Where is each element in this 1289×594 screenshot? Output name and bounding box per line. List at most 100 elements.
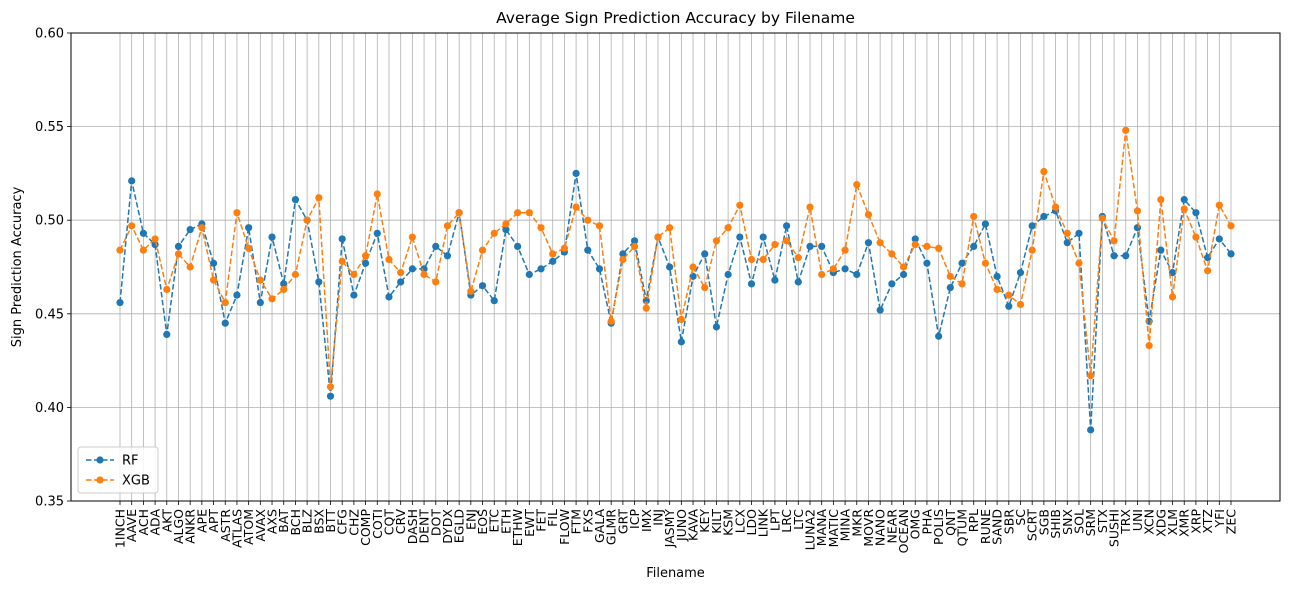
data-point — [630, 242, 639, 251]
x-tick-label: FIL — [545, 509, 560, 527]
x-tick-label: PHA — [919, 509, 934, 535]
data-point — [911, 240, 919, 249]
data-point — [841, 265, 849, 273]
data-point — [1005, 302, 1013, 310]
data-point — [970, 242, 978, 251]
x-tick-label: IMX — [639, 509, 654, 532]
data-point — [1110, 252, 1118, 260]
data-point — [677, 315, 685, 324]
x-tick-label: UNI — [1130, 509, 1145, 531]
data-point — [642, 304, 650, 312]
x-tick-label: AKT — [159, 509, 174, 533]
y-tick-label: 0.45 — [35, 307, 64, 322]
x-tick-label: KEY — [697, 509, 712, 533]
data-point — [1051, 203, 1060, 211]
data-point — [490, 297, 498, 305]
data-point — [338, 257, 346, 265]
data-point — [724, 270, 732, 279]
data-point — [1122, 252, 1130, 260]
x-tick-label: GLMR — [604, 509, 619, 545]
legend-label: XGB — [122, 474, 150, 489]
data-point — [981, 220, 990, 228]
data-point — [1192, 233, 1200, 241]
legend-label: RF — [122, 454, 139, 469]
x-tick-label: MATIC — [826, 509, 841, 548]
data-point — [256, 298, 264, 307]
x-tick-label: XTZ — [1200, 509, 1215, 534]
plot-frame — [70, 32, 1281, 502]
data-point — [128, 177, 136, 185]
data-point — [1110, 237, 1118, 245]
data-point — [1028, 246, 1036, 254]
data-point — [408, 233, 416, 241]
y-tick-label: 0.40 — [35, 401, 64, 416]
data-point — [759, 255, 767, 264]
legend-items: RF XGB — [86, 454, 150, 489]
x-tick-label: ETC — [487, 509, 502, 533]
x-tick-label: ATOM — [241, 509, 256, 545]
data-point — [537, 265, 545, 273]
y-tick-label: 0.55 — [35, 120, 64, 135]
data-point — [303, 216, 311, 224]
data-point — [923, 242, 931, 251]
x-tick-label: APT — [206, 509, 221, 533]
data-point — [630, 237, 639, 245]
data-point — [747, 280, 756, 288]
data-point — [385, 255, 393, 264]
x-tick-label: MKR — [849, 509, 864, 537]
data-point — [993, 272, 1001, 280]
x-tick-label: FET — [534, 509, 549, 532]
x-tick-label: KAVA — [686, 509, 701, 541]
data-point — [1016, 300, 1025, 309]
data-point — [537, 224, 545, 232]
data-point — [350, 291, 358, 299]
data-point — [443, 222, 452, 230]
x-tick-label: ZEC — [1224, 509, 1239, 534]
x-tick-label: ETH — [498, 509, 513, 534]
data-point — [373, 229, 381, 237]
data-point — [747, 255, 756, 264]
x-tick-label: MANA — [814, 509, 829, 547]
data-point — [1133, 207, 1142, 215]
x-tick-label: RUNE — [978, 509, 993, 544]
data-point — [268, 233, 276, 241]
x-tick-label: DYDX — [440, 509, 455, 544]
data-point — [607, 317, 615, 325]
data-point — [1168, 269, 1177, 277]
x-tick-label: XMR — [1177, 509, 1192, 537]
x-tick-label: ACH — [136, 509, 151, 535]
data-point — [853, 181, 861, 189]
x-tick-label: INJ — [650, 509, 665, 526]
data-point — [841, 246, 849, 254]
data-point — [853, 270, 861, 279]
x-tick-label: NEAR — [884, 509, 899, 544]
data-point — [1227, 222, 1235, 230]
data-point — [139, 229, 147, 237]
data-point — [864, 210, 873, 219]
x-tick-label: SGB — [1036, 509, 1051, 535]
x-tick-label: JASMY — [662, 509, 677, 549]
data-point — [315, 194, 323, 202]
data-point — [1028, 222, 1036, 230]
data-point — [432, 278, 440, 286]
data-point — [233, 291, 241, 299]
data-point — [116, 246, 124, 254]
x-tick-label: QTUM — [955, 509, 970, 546]
data-point — [1040, 167, 1048, 176]
x-tick-label: ANKR — [183, 509, 198, 544]
data-point — [174, 250, 183, 258]
data-point — [712, 237, 721, 245]
x-tick-label: BLZ — [300, 509, 315, 533]
data-point — [1040, 212, 1048, 221]
y-tick-label: 0.60 — [35, 27, 64, 42]
data-point — [198, 224, 206, 232]
data-point — [1075, 229, 1083, 237]
data-point — [794, 254, 802, 262]
data-point — [233, 209, 241, 217]
legend-item-xgb: XGB — [86, 474, 150, 489]
data-point — [549, 257, 557, 265]
data-point — [666, 224, 674, 232]
data-point — [1133, 224, 1142, 232]
data-point — [549, 250, 557, 258]
data-point — [245, 224, 253, 232]
